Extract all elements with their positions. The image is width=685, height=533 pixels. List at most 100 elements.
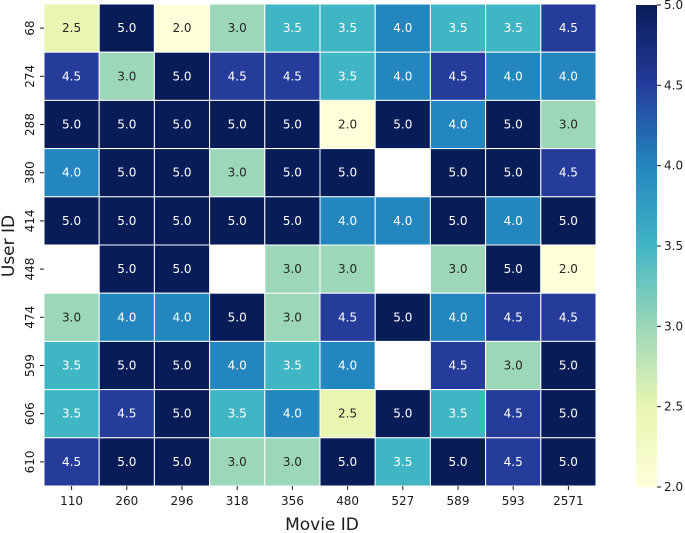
cell-annotation: 5.0: [62, 214, 81, 228]
y-tick-label: 606: [23, 402, 37, 425]
heatmap-cell: [485, 196, 542, 246]
heatmap-cell: [209, 196, 266, 246]
cell-annotation: 4.0: [338, 359, 357, 373]
cell-annotation: 4.5: [62, 69, 81, 83]
heatmap-cell: [153, 292, 211, 342]
heatmap-cell: [485, 389, 542, 439]
cell-annotation: 5.0: [117, 214, 136, 228]
cell-annotation: 5.0: [448, 166, 467, 180]
cell-annotation: 4.5: [117, 407, 136, 421]
colorbar: 2.0 2.5 3.0 3.5 4.0 4.5 5.0: [636, 0, 683, 494]
cell-annotation: 3.0: [228, 455, 247, 469]
cell-annotation: 4.5: [504, 310, 523, 324]
cell-annotation: 5.0: [172, 214, 191, 228]
heatmap-cell: [540, 340, 597, 391]
cell-annotation: 5.0: [283, 166, 302, 180]
cell-annotation: 3.0: [283, 310, 302, 324]
heatmap-cell: [153, 437, 211, 487]
cell-annotation: 5.0: [448, 455, 467, 469]
heatmap-cell: [43, 340, 100, 391]
x-tick-label: 480: [336, 494, 359, 508]
cell-annotation: 5.0: [172, 118, 191, 132]
cell-annotation: 5.0: [228, 118, 247, 132]
y-axis-label: User ID: [0, 215, 19, 277]
cell-annotation: 5.0: [559, 407, 578, 421]
cell-annotation: 5.0: [504, 262, 523, 276]
colorbar-tick-label: 4.0: [664, 159, 683, 173]
heatmap-cell: [98, 51, 155, 101]
cell-annotation: 4.0: [117, 310, 136, 324]
x-tick-label: 2571: [553, 494, 584, 508]
cell-annotation: 5.0: [393, 310, 412, 324]
heatmap-cell: [98, 3, 155, 53]
cell-annotation: 5.0: [172, 455, 191, 469]
cell-annotation: 2.0: [559, 262, 578, 276]
cell-annotation: 4.0: [448, 118, 467, 132]
heatmap-cell: [485, 51, 542, 101]
y-tick-label: 288: [23, 113, 37, 136]
heatmap-cells: 2.5 5.0 2.0 3.0 3.5 3.5 4.0 3.5 3.5 4.5 4.5 3.0 5.0 4…: [43, 3, 597, 487]
cell-annotation: 5.0: [117, 21, 136, 35]
y-tick-label: 599: [23, 354, 37, 377]
y-tick-label: 380: [23, 161, 37, 184]
cell-annotation: 2.5: [338, 407, 357, 421]
cell-annotation: 3.0: [228, 21, 247, 35]
cell-annotation: 5.0: [338, 166, 357, 180]
cell-annotation: 5.0: [117, 118, 136, 132]
cell-annotation: 5.0: [448, 214, 467, 228]
heatmap-cell: [540, 292, 597, 342]
cell-annotation: 3.0: [338, 262, 357, 276]
heatmap-cell: [429, 148, 487, 198]
heatmap-cell: [98, 437, 155, 487]
heatmap-cell: [319, 340, 376, 391]
heatmap-cell: [374, 389, 431, 439]
heatmap-cell: [319, 437, 376, 487]
cell-annotation: 5.0: [283, 214, 302, 228]
cell-annotation: 3.0: [62, 310, 81, 324]
cell-annotation: 5.0: [504, 118, 523, 132]
y-tick-label: 448: [23, 258, 37, 281]
cell-annotation: 4.0: [559, 69, 578, 83]
cell-annotation: 5.0: [393, 118, 412, 132]
cell-annotation: 3.5: [338, 69, 357, 83]
heatmap-cell: [98, 389, 155, 439]
heatmap-cell: [485, 340, 542, 391]
x-axis-label: Movie ID: [285, 515, 359, 533]
cell-annotation: 3.5: [62, 359, 81, 373]
colorbar-tick-label: 4.5: [664, 78, 683, 92]
heatmap-cell: [429, 244, 487, 294]
heatmap-cell: [98, 340, 155, 391]
cell-annotation: 5.0: [283, 118, 302, 132]
cell-annotation: 3.5: [283, 21, 302, 35]
cell-annotation: 3.5: [448, 407, 467, 421]
heatmap-cell: [429, 196, 487, 246]
heatmap-cell: [43, 3, 100, 53]
colorbar-gradient: [636, 5, 657, 487]
heatmap-cell: [429, 389, 487, 439]
cell-annotation: 2.0: [338, 118, 357, 132]
heatmap-cell: [319, 51, 376, 101]
cell-annotation: 3.5: [62, 407, 81, 421]
colorbar-tick-label: 3.0: [664, 319, 683, 333]
cell-annotation: 5.0: [117, 262, 136, 276]
heatmap-cell: [153, 340, 211, 391]
y-axis-ticks: 68 274 288 380 414 448 474 599 606 610: [23, 20, 44, 473]
heatmap-cell: [98, 99, 155, 150]
cell-annotation: 3.0: [559, 118, 578, 132]
cell-annotation: 5.0: [117, 166, 136, 180]
heatmap-cell: [540, 389, 597, 439]
y-tick-label: 610: [23, 450, 37, 473]
heatmap-cell: [374, 99, 431, 150]
cell-annotation: 5.0: [172, 69, 191, 83]
cell-annotation: 4.5: [448, 359, 467, 373]
cell-annotation: 3.5: [338, 21, 357, 35]
cell-annotation: 3.5: [393, 455, 412, 469]
heatmap-cell: [374, 51, 431, 101]
heatmap-cell: [429, 99, 487, 150]
cell-annotation: 4.0: [393, 21, 412, 35]
cell-annotation: 3.5: [448, 21, 467, 35]
cell-annotation: 4.0: [448, 310, 467, 324]
heatmap-cell: [540, 99, 597, 150]
